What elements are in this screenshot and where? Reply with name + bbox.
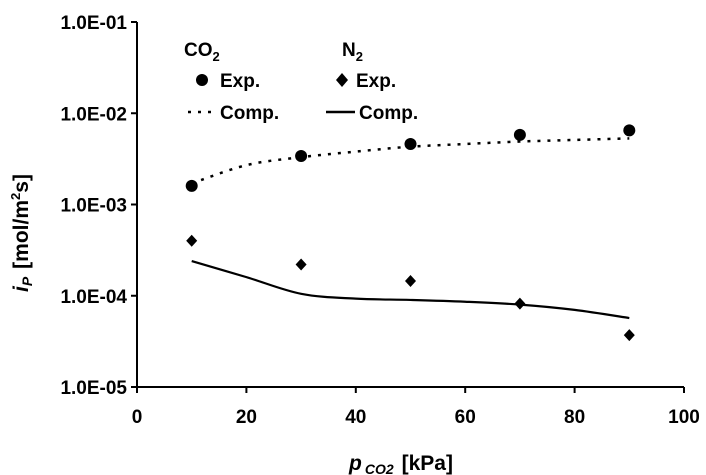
x-axis-title: p CO2 [kPa] [348, 452, 453, 475]
x-tick-label: 0 [132, 407, 143, 428]
legend-n2-comp-label: Comp. [359, 103, 418, 124]
legend-n2-exp-label: Exp. [356, 71, 396, 92]
co2-exp-point [404, 138, 417, 151]
legend-co2-exp-label: Exp. [220, 71, 260, 92]
co2-exp-point [185, 179, 198, 192]
legend-n2-exp-marker [336, 73, 348, 87]
series-lines [191, 137, 630, 320]
x-tick-label: 20 [236, 407, 257, 428]
plot-area: 1.0E-01 1.0E-02 1.0E-03 1.0E-04 1.0E-05 0 20 4… [60, 13, 699, 428]
legend-co2-exp-marker [196, 74, 208, 86]
co2-exp-point [623, 124, 636, 137]
y-tick-label: 1.0E-03 [60, 196, 127, 217]
n2-exp-point [295, 258, 307, 271]
x-tick-label: 80 [564, 407, 585, 428]
co2-exp-point [513, 128, 526, 141]
n2-exp-point [186, 234, 198, 247]
y-ticks: 1.0E-01 1.0E-02 1.0E-03 1.0E-04 1.0E-05 [60, 13, 137, 399]
n2-exp-point [405, 275, 416, 288]
y-tick-label: 1.0E-04 [60, 287, 127, 308]
x-tick-label: 40 [345, 407, 366, 428]
y-tick-label: 1.0E-05 [60, 378, 127, 399]
n2-comp-line [191, 260, 630, 320]
legend-co2-header: CO2 [184, 40, 220, 64]
y-axis-title: iP[mol/m2s] [8, 174, 35, 292]
series-markers [185, 124, 636, 342]
x-ticks: 0 20 40 60 80 100 [132, 387, 700, 428]
x-tick-label: 100 [668, 407, 700, 428]
n2-exp-point [514, 297, 526, 310]
legend-n2-header: N2 [342, 40, 363, 64]
legend: CO2 Exp. Comp. N2 Exp. Comp. [184, 40, 418, 124]
co2-exp-point [295, 150, 308, 163]
y-tick-label: 1.0E-02 [60, 104, 127, 125]
x-tick-label: 60 [455, 407, 476, 428]
y-tick-label: 1.0E-01 [60, 13, 127, 34]
legend-co2-comp-label: Comp. [220, 103, 279, 124]
n2-exp-point [623, 329, 635, 342]
